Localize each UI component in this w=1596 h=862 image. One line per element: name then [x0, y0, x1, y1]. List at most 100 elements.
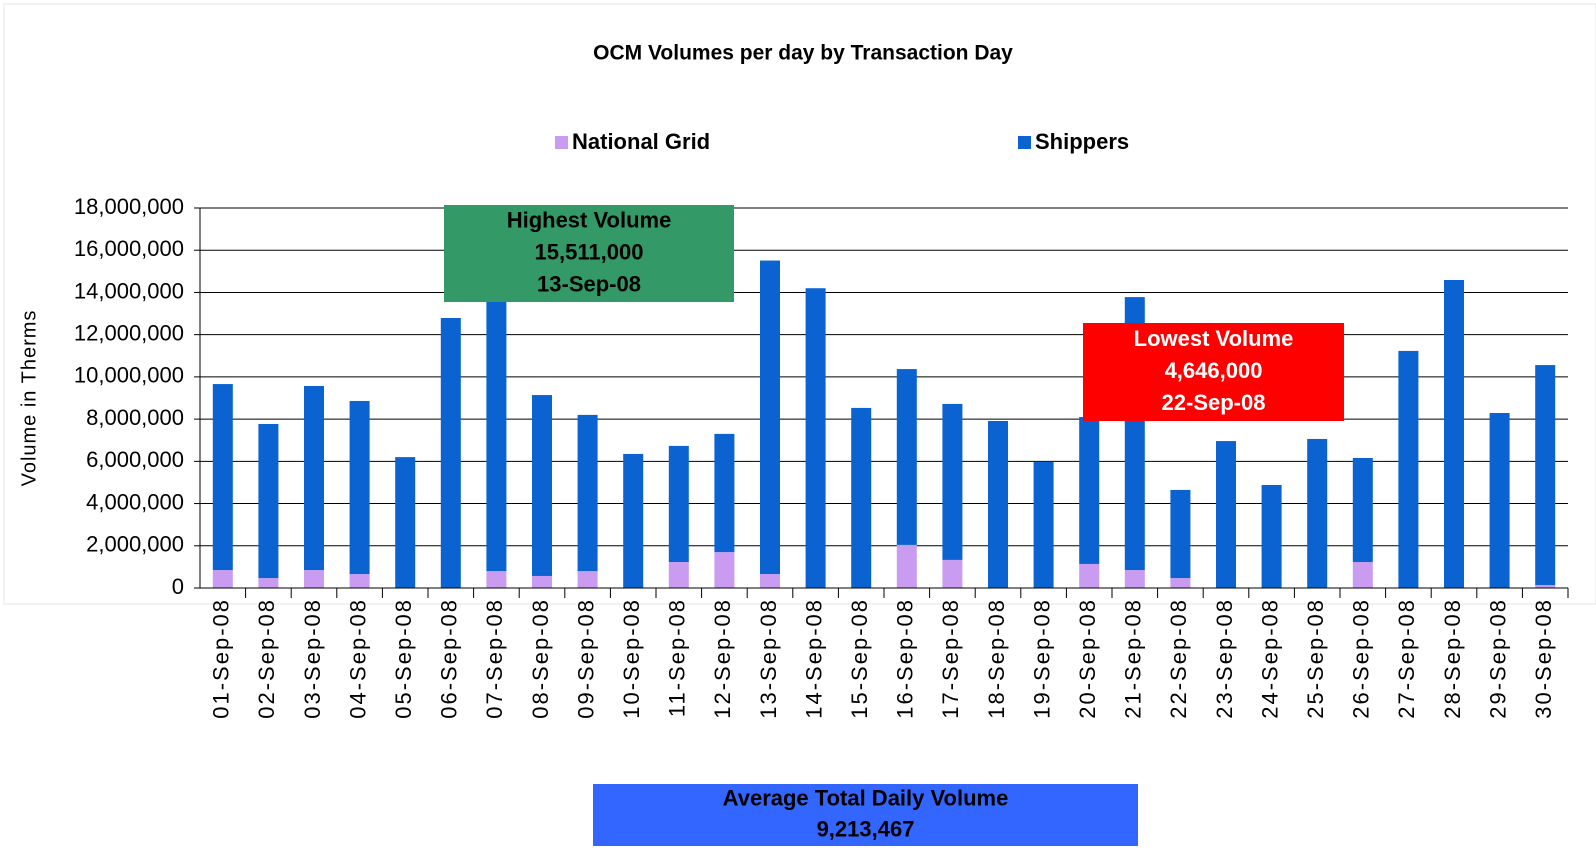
x-tick-label: 15-Sep-08	[847, 598, 872, 719]
bar-segment	[212, 570, 233, 588]
bar-segment	[1170, 489, 1191, 579]
legend-swatch	[1018, 136, 1031, 149]
y-tick-label: 0	[172, 574, 184, 599]
x-tick-label: 08-Sep-08	[528, 598, 553, 719]
bar-segment	[258, 578, 279, 588]
y-tick-label: 14,000,000	[74, 278, 184, 303]
chart-title: OCM Volumes per day by Transaction Day	[593, 42, 1013, 65]
legend-label: National Grid	[572, 129, 710, 154]
bar-segment	[896, 369, 917, 545]
x-tick-label: 06-Sep-08	[437, 598, 462, 719]
bar-segment	[1216, 441, 1236, 588]
x-tick-label: 12-Sep-08	[710, 598, 735, 719]
y-tick-label: 12,000,000	[74, 320, 184, 345]
annotation-box	[444, 205, 734, 302]
bar-segment	[258, 423, 279, 579]
y-tick-label: 16,000,000	[74, 236, 184, 261]
bar-segment	[304, 385, 324, 571]
legend-swatch	[555, 136, 568, 149]
bar-segment	[1033, 461, 1054, 588]
y-tick-label: 10,000,000	[74, 363, 184, 388]
bar-segment	[577, 571, 598, 588]
annotation-text: 4,646,000	[1165, 358, 1263, 383]
bar-segment	[714, 433, 735, 553]
bar-segment	[760, 260, 780, 575]
x-tick-label: 14-Sep-08	[801, 598, 826, 719]
bar-segment	[440, 317, 461, 588]
x-tick-label: 30-Sep-08	[1531, 598, 1556, 719]
bar-segment	[1170, 578, 1191, 588]
bar-segment	[942, 559, 963, 588]
legend-label: Shippers	[1035, 129, 1129, 154]
bar-segment	[760, 574, 780, 588]
bar-segment	[1352, 457, 1373, 563]
bar-segment	[805, 288, 826, 588]
x-tick-label: 27-Sep-08	[1394, 598, 1419, 719]
x-tick-label: 29-Sep-08	[1485, 598, 1510, 719]
bar-segment	[623, 453, 644, 588]
x-tick-label: 21-Sep-08	[1121, 598, 1146, 719]
y-tick-label: 18,000,000	[74, 194, 184, 219]
annotation-text: 22-Sep-08	[1162, 390, 1266, 415]
x-tick-label: 19-Sep-08	[1029, 598, 1054, 719]
x-tick-label: 23-Sep-08	[1212, 598, 1237, 719]
bar-segment	[714, 552, 735, 588]
bar-segment	[1398, 350, 1419, 588]
x-tick-label: 11-Sep-08	[665, 598, 690, 717]
x-tick-label: 03-Sep-08	[300, 598, 325, 719]
y-tick-label: 8,000,000	[86, 405, 184, 430]
bar-segment	[349, 400, 370, 575]
bar-segment	[532, 395, 552, 576]
bar-segment	[212, 384, 233, 571]
chart-border	[3, 3, 1596, 605]
bar-segment	[1261, 484, 1282, 588]
x-tick-label: 05-Sep-08	[391, 598, 416, 719]
x-tick-label: 28-Sep-08	[1440, 598, 1465, 719]
bar-segment	[486, 292, 507, 572]
x-tick-label: 13-Sep-08	[756, 598, 781, 719]
y-tick-label: 4,000,000	[86, 489, 184, 514]
annotation-text: Average Total Daily Volume	[723, 785, 1009, 810]
x-tick-label: 24-Sep-08	[1257, 598, 1282, 719]
bar-segment	[486, 571, 507, 588]
x-tick-label: 02-Sep-08	[254, 598, 279, 719]
bar-segment	[668, 445, 689, 563]
bar-segment	[304, 570, 324, 588]
annotation-text: Lowest Volume	[1134, 326, 1294, 351]
x-tick-label: 10-Sep-08	[619, 598, 644, 719]
y-tick-label: 6,000,000	[86, 447, 184, 472]
bar-segment	[1079, 563, 1100, 588]
bar-segment	[1307, 438, 1328, 588]
x-tick-label: 01-Sep-08	[209, 598, 234, 719]
bar-segment	[349, 574, 370, 588]
annotation-text: 15,511,000	[535, 239, 644, 264]
bar-segment	[1489, 412, 1510, 588]
x-tick-label: 25-Sep-08	[1303, 598, 1328, 719]
bar-segment	[1124, 570, 1145, 588]
annotation-box	[1083, 323, 1344, 421]
bar-segment	[532, 575, 552, 588]
annotation-text: 9,213,467	[817, 816, 915, 841]
y-axis-label: Volume in Therms	[18, 310, 40, 487]
x-tick-label: 18-Sep-08	[984, 598, 1009, 719]
bar-segment	[851, 407, 872, 588]
x-tick-label: 09-Sep-08	[573, 598, 598, 719]
bar-segment	[577, 414, 598, 572]
x-tick-label: 04-Sep-08	[345, 598, 370, 719]
x-tick-label: 20-Sep-08	[1075, 598, 1100, 719]
bar-segment	[988, 421, 1008, 588]
x-tick-label: 16-Sep-08	[893, 598, 918, 719]
bar-segment	[942, 403, 963, 560]
bar-segment	[896, 544, 917, 588]
annotation-text: 13-Sep-08	[537, 271, 641, 296]
annotation-text: Highest Volume	[507, 207, 672, 232]
x-tick-label: 07-Sep-08	[482, 598, 507, 719]
bar-segment	[1535, 585, 1556, 588]
x-tick-label: 22-Sep-08	[1166, 598, 1191, 719]
bar-segment	[1352, 562, 1373, 588]
bar-segment	[1535, 365, 1556, 586]
annotation-box	[593, 784, 1138, 846]
bar-segment	[1079, 417, 1100, 564]
bar-segment	[395, 457, 416, 588]
bar-segment	[1444, 279, 1464, 588]
